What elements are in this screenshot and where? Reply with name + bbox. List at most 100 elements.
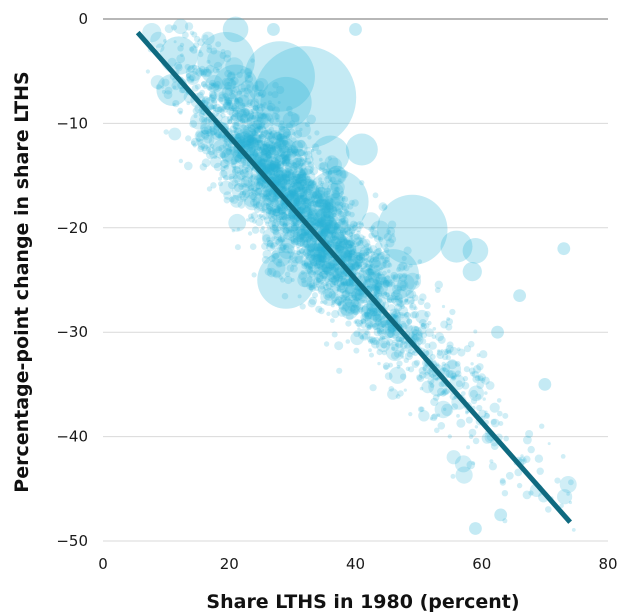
scatter-point (366, 246, 373, 254)
scatter-point (471, 370, 479, 378)
scatter-point (225, 100, 229, 104)
scatter-point (468, 428, 477, 437)
scatter-point (390, 288, 409, 307)
scatter-point (332, 263, 337, 268)
scatter-point (395, 298, 403, 306)
scatter-point (252, 107, 257, 112)
scatter-point (329, 271, 334, 277)
scatter-point (283, 206, 289, 212)
scatter-point (308, 260, 313, 265)
scatter-point (341, 270, 346, 275)
scatter-point (279, 167, 285, 173)
scatter-point (316, 246, 320, 251)
scatter-point (173, 18, 189, 35)
scatter-point (484, 391, 488, 395)
scatter-point (408, 366, 415, 373)
scatter-point (222, 16, 249, 43)
scatter-point (288, 188, 296, 197)
scatter-point (342, 242, 350, 250)
scatter-point (159, 36, 198, 75)
scatter-point (168, 127, 182, 141)
scatter-point (184, 63, 191, 71)
scatter-point (210, 156, 222, 169)
scatter-point (261, 145, 271, 155)
scatter-point (424, 310, 431, 318)
scatter-point (434, 280, 443, 289)
scatter-point (226, 72, 236, 81)
scatter-point (242, 198, 247, 203)
scatter-point (393, 311, 401, 319)
scatter-point (557, 489, 573, 505)
scatter-point (296, 228, 308, 240)
scatter-point (395, 295, 400, 301)
y-tick-label: −20 (56, 219, 88, 237)
scatter-point (446, 317, 451, 321)
scatter-point (320, 182, 324, 187)
scatter-point (333, 225, 338, 231)
scatter-point (291, 178, 297, 184)
scatter-point (273, 218, 278, 224)
scatter-point (296, 198, 300, 202)
scatter-point (336, 208, 342, 215)
scatter-point (382, 280, 391, 288)
scatter-point (273, 161, 281, 169)
scatter-point (237, 94, 250, 107)
scatter-point (373, 248, 381, 257)
scatter-point (358, 222, 364, 228)
scatter-point (337, 210, 345, 218)
scatter-point (378, 276, 388, 286)
scatter-point (427, 320, 432, 326)
scatter-point (299, 178, 307, 187)
scatter-point (306, 212, 312, 218)
scatter-point (301, 260, 309, 267)
scatter-point (323, 199, 327, 203)
scatter-point (320, 204, 326, 211)
scatter-point (354, 259, 362, 266)
scatter-point (360, 300, 365, 304)
scatter-point (265, 152, 274, 160)
scatter-point (294, 170, 304, 180)
scatter-point (264, 113, 273, 122)
scatter-point (281, 160, 287, 165)
scatter-point (200, 80, 208, 88)
scatter-point (316, 253, 322, 259)
scatter-point (300, 260, 306, 266)
y-tick-label: −30 (56, 323, 88, 341)
scatter-point (441, 363, 451, 373)
scatter-point (260, 193, 266, 199)
scatter-point (446, 341, 454, 349)
scatter-point (476, 404, 483, 412)
scatter-point (520, 454, 524, 458)
scatter-point (350, 262, 355, 267)
scatter-point (371, 323, 379, 330)
scatter-point (242, 124, 257, 139)
scatter-point (321, 266, 329, 273)
scatter-point (290, 222, 300, 232)
scatter-point (375, 292, 380, 298)
scatter-point (250, 175, 254, 179)
scatter-point (232, 166, 241, 175)
scatter-point (442, 387, 450, 395)
scatter-point (398, 351, 404, 357)
scatter-point (319, 255, 324, 261)
scatter-point (244, 167, 250, 173)
scatter-point (245, 138, 254, 148)
scatter-point (298, 162, 307, 172)
scatter-point (267, 144, 274, 152)
scatter-point (385, 279, 392, 286)
scatter-point (306, 276, 313, 283)
scatter-point (384, 243, 389, 248)
scatter-point (315, 199, 324, 208)
scatter-point (261, 147, 270, 156)
scatter-point (330, 267, 335, 271)
scatter-point (394, 295, 398, 300)
scatter-point (343, 210, 350, 217)
scatter-point (283, 168, 293, 177)
scatter-point (382, 270, 387, 276)
scatter-point (360, 312, 370, 322)
scatter-point (292, 218, 301, 227)
scatter-point (363, 275, 370, 282)
scatter-point (309, 258, 316, 264)
scatter-point (327, 165, 347, 185)
scatter-point (265, 191, 279, 204)
